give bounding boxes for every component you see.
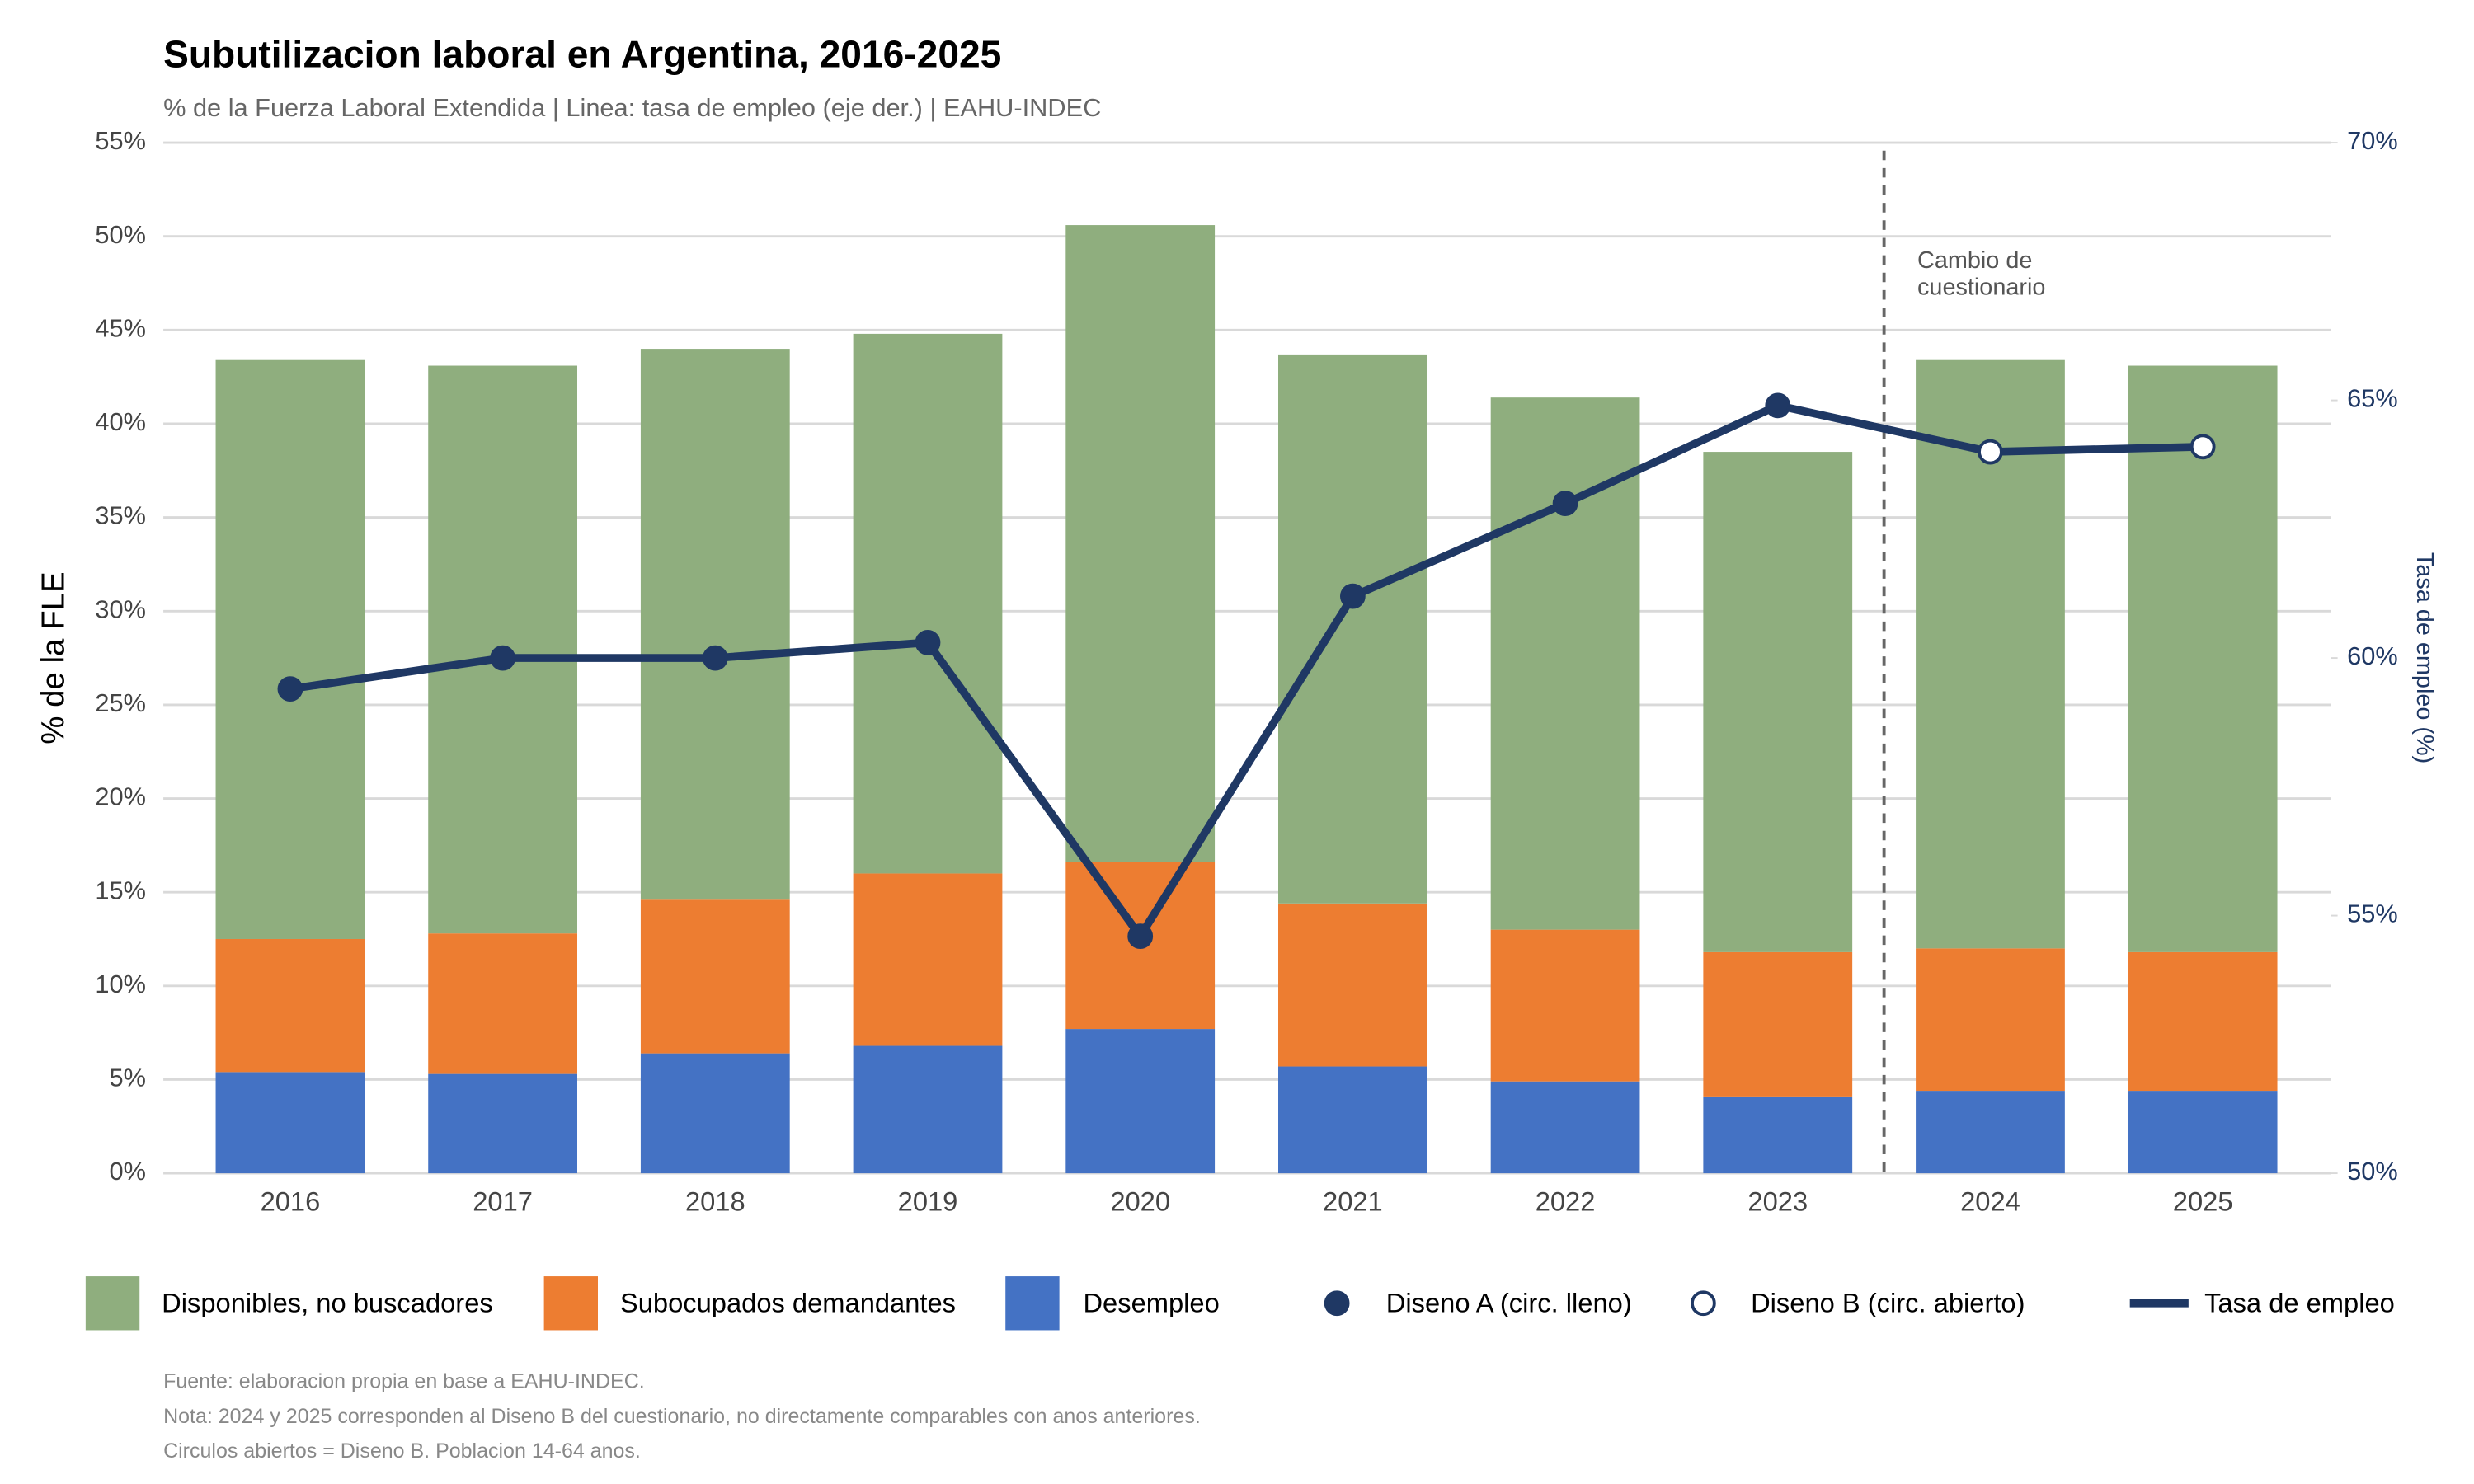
point (2189, 434, 2216, 460)
bar-segment (428, 933, 577, 1074)
bar-segment (1490, 397, 1640, 930)
x-tick-label: 2020 (1110, 1186, 1170, 1216)
y-tick-label: 35% (95, 501, 146, 530)
bar-segment (1490, 1081, 1640, 1174)
bar-segment (215, 359, 365, 939)
point (702, 645, 728, 671)
bar-segment (2128, 951, 2278, 1092)
x-tick-label: 2022 (1536, 1186, 1596, 1216)
bar-segment (1916, 1091, 2065, 1174)
bar-segment (2128, 365, 2278, 952)
y2-tick-label: 65% (2347, 384, 2398, 413)
y2-tick-label: 55% (2347, 899, 2398, 928)
legend-label: Diseno A (circ. lleno) (1386, 1287, 1632, 1317)
bar-segment (1703, 951, 1853, 1097)
y-tick-label: 5% (109, 1064, 145, 1092)
bar-segment (853, 333, 1003, 874)
legend-swatch (85, 1276, 140, 1331)
bar-segment (853, 1045, 1003, 1174)
y-tick-label: 55% (95, 126, 146, 155)
legend-label: Diseno B (circ. abierto) (1751, 1287, 2025, 1317)
annotation: cuestionario (1917, 275, 2045, 301)
x-tick-label: 2019 (898, 1186, 958, 1216)
y-tick-label: 15% (95, 876, 146, 904)
chart-subtitle: % de la Fuerza Laboral Extendida | Linea… (163, 93, 1101, 122)
legend-swatch (1005, 1276, 1060, 1331)
bar-segment (1065, 1029, 1216, 1174)
point (1127, 923, 1154, 949)
bar-segment (1278, 1066, 1427, 1174)
point (1978, 439, 2003, 465)
bar-segment (428, 1073, 577, 1174)
bar-segment (853, 873, 1003, 1046)
legend-swatch (1324, 1290, 1350, 1317)
bar-segment (1703, 452, 1853, 952)
legend-label: Desempleo (1083, 1287, 1219, 1317)
bar-segment (640, 349, 790, 900)
x-tick-label: 2018 (685, 1186, 745, 1216)
x-tick-label: 2024 (1960, 1186, 2020, 1216)
bar-segment (1278, 354, 1427, 904)
chart-title: Subutilizacion laboral en Argentina, 201… (163, 32, 1001, 75)
footnote: Circulos abiertos = Diseno B. Poblacion … (163, 1439, 641, 1463)
bar-segment (2128, 1091, 2278, 1174)
bar-segment (1916, 948, 2065, 1092)
annotation: Cambio de (1917, 247, 2032, 274)
bar-segment (1065, 225, 1216, 862)
y2-axis-label: Tasa de empleo (%) (2411, 552, 2438, 763)
y-tick-label: 50% (95, 220, 146, 249)
line (289, 402, 2204, 941)
y2-tick-label: 60% (2347, 641, 2398, 670)
x-tick-label: 2017 (473, 1186, 533, 1216)
y2-tick-label: 50% (2347, 1157, 2398, 1186)
legend-label: Disponibles, no buscadores (162, 1287, 493, 1317)
x-tick-label: 2021 (1323, 1186, 1383, 1216)
x-tick-label: 2023 (1747, 1186, 1808, 1216)
point (1765, 392, 1791, 419)
point (1340, 583, 1366, 609)
bar-segment (1703, 1096, 1853, 1174)
point (915, 629, 941, 655)
point (490, 645, 515, 671)
y-tick-label: 0% (109, 1157, 145, 1186)
bar-segment (215, 1072, 365, 1174)
bar-segment (640, 899, 790, 1054)
footnote: Nota: 2024 y 2025 corresponden al Diseno… (163, 1405, 1201, 1428)
y-tick-label: 20% (95, 782, 146, 811)
y-tick-label: 10% (95, 970, 146, 998)
legend-label: Subocupados demandantes (620, 1287, 956, 1317)
y-tick-label: 45% (95, 313, 146, 342)
bar-segment (640, 1053, 790, 1174)
legend-swatch (543, 1276, 598, 1331)
y-tick-label: 40% (95, 407, 146, 436)
y-axis-label: % de la FLE (35, 571, 71, 744)
legend-label: Tasa de empleo (2204, 1287, 2395, 1317)
x-tick-label: 2025 (2173, 1186, 2233, 1216)
legend-swatch (1691, 1290, 1716, 1317)
y2-tick-label: 70% (2347, 126, 2398, 155)
bar-segment (1490, 929, 1640, 1082)
footnote: Fuente: elaboracion propia en base a EAH… (163, 1370, 645, 1393)
bar-segment (1278, 903, 1427, 1067)
bar-segment (215, 938, 365, 1073)
x-tick-label: 2016 (261, 1186, 321, 1216)
point (1552, 491, 1578, 516)
y-tick-label: 25% (95, 688, 146, 717)
y-tick-label: 30% (95, 594, 146, 623)
point (277, 676, 303, 702)
